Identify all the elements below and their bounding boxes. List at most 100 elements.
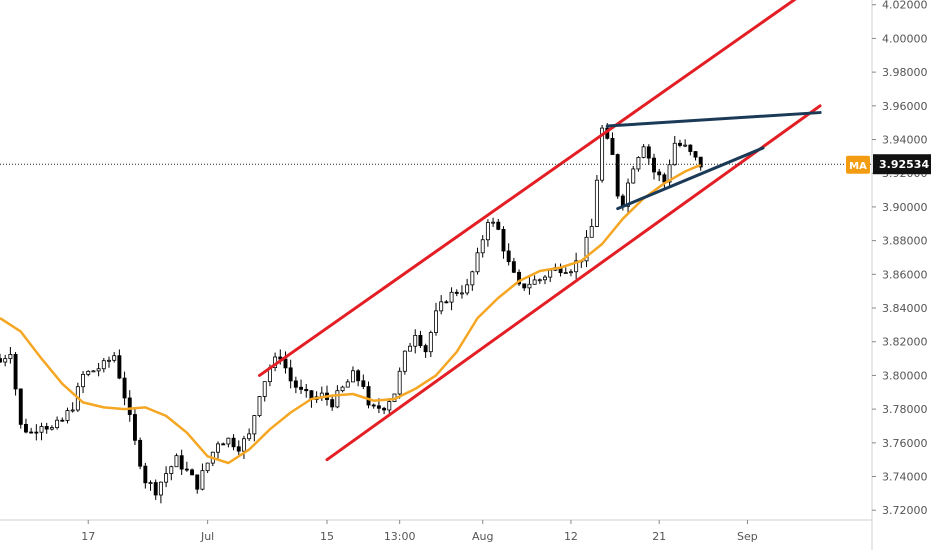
candle-body xyxy=(574,260,579,273)
candle-body xyxy=(677,142,682,146)
candle xyxy=(589,218,594,238)
candle-body xyxy=(356,370,361,382)
candle xyxy=(563,267,568,275)
candle xyxy=(366,381,371,409)
candle-body xyxy=(667,164,672,183)
candle xyxy=(127,390,132,422)
candle-body xyxy=(13,354,18,390)
candle-body xyxy=(698,156,703,168)
candle xyxy=(610,132,615,155)
candle-body xyxy=(257,396,262,417)
candle xyxy=(29,427,34,434)
candle xyxy=(454,289,459,297)
candle-body xyxy=(475,252,480,273)
candle xyxy=(252,414,257,442)
candle xyxy=(174,453,179,468)
x-axis[interactable]: 17 Jul 15 13:00 Aug 12 21 Sep xyxy=(81,520,758,543)
candle-body xyxy=(459,292,464,295)
candle-body xyxy=(600,127,605,181)
candle xyxy=(231,434,236,451)
candle-body xyxy=(304,388,309,392)
candle-body xyxy=(283,358,288,369)
candle xyxy=(480,235,485,258)
candle-body xyxy=(568,271,573,274)
candle-body xyxy=(29,431,34,434)
candle-body xyxy=(662,174,667,183)
candle xyxy=(236,440,241,455)
candle xyxy=(34,424,39,441)
candle xyxy=(39,422,44,441)
candle-body xyxy=(200,470,205,490)
candle-body xyxy=(361,380,366,387)
candle xyxy=(371,403,376,409)
candle-body xyxy=(169,466,174,474)
candle xyxy=(517,269,522,286)
candle-body xyxy=(444,301,449,304)
candle-body xyxy=(143,465,148,484)
candle-body xyxy=(34,431,39,434)
candle-body xyxy=(91,370,96,373)
y-tick-label: 3.80000 xyxy=(882,369,928,382)
candle xyxy=(205,462,210,474)
y-tick-label: 3.72000 xyxy=(882,504,928,517)
x-tick-label: Jul xyxy=(200,530,214,543)
candle xyxy=(96,362,101,377)
last-price-tag-bg xyxy=(873,154,931,175)
candle-body xyxy=(18,388,23,425)
y-tick-label: 3.94000 xyxy=(882,134,928,147)
candle xyxy=(55,416,60,430)
candle xyxy=(615,153,620,199)
candle xyxy=(148,480,153,491)
candle xyxy=(449,287,454,311)
candle xyxy=(164,466,169,488)
candle-body xyxy=(527,283,532,289)
channel-lower-line xyxy=(325,104,822,462)
candle xyxy=(387,398,392,415)
candle xyxy=(335,385,340,409)
candle-body xyxy=(376,405,381,409)
candle-body xyxy=(335,390,340,408)
candle-body xyxy=(153,482,158,496)
candle xyxy=(631,165,636,184)
candle xyxy=(257,395,262,418)
candle xyxy=(216,441,220,459)
candle xyxy=(693,150,698,161)
candle-body xyxy=(138,439,143,467)
candle-body xyxy=(107,359,111,362)
candle xyxy=(527,276,532,295)
candle xyxy=(8,347,13,364)
candle xyxy=(304,384,309,398)
candle-body xyxy=(158,481,163,496)
candle xyxy=(543,275,547,285)
candle xyxy=(413,329,418,354)
channel-upper-line xyxy=(258,0,797,377)
y-tick-label: 3.78000 xyxy=(882,403,928,416)
candle xyxy=(532,275,537,285)
candle-body xyxy=(205,462,210,472)
candle xyxy=(200,463,205,491)
candle-body xyxy=(408,345,413,352)
candle xyxy=(18,388,23,429)
candle-body xyxy=(117,355,122,379)
candle xyxy=(153,479,158,500)
candle-body xyxy=(350,370,355,383)
candle xyxy=(221,442,226,446)
candle xyxy=(350,366,355,383)
candle-body xyxy=(293,380,298,388)
candle-body xyxy=(65,410,70,421)
candle xyxy=(511,257,516,274)
x-tick-label: 15 xyxy=(320,530,334,543)
candle-body xyxy=(132,414,137,441)
y-tick-label: 3.76000 xyxy=(882,437,928,450)
candle-body xyxy=(179,455,184,470)
candle-body xyxy=(610,137,615,155)
candle xyxy=(626,178,631,215)
candle xyxy=(657,168,662,182)
candle-body xyxy=(543,276,547,281)
x-tick-label: Aug xyxy=(472,530,493,543)
candle xyxy=(70,402,75,413)
candle-body xyxy=(501,228,506,252)
candle-body xyxy=(184,468,189,471)
